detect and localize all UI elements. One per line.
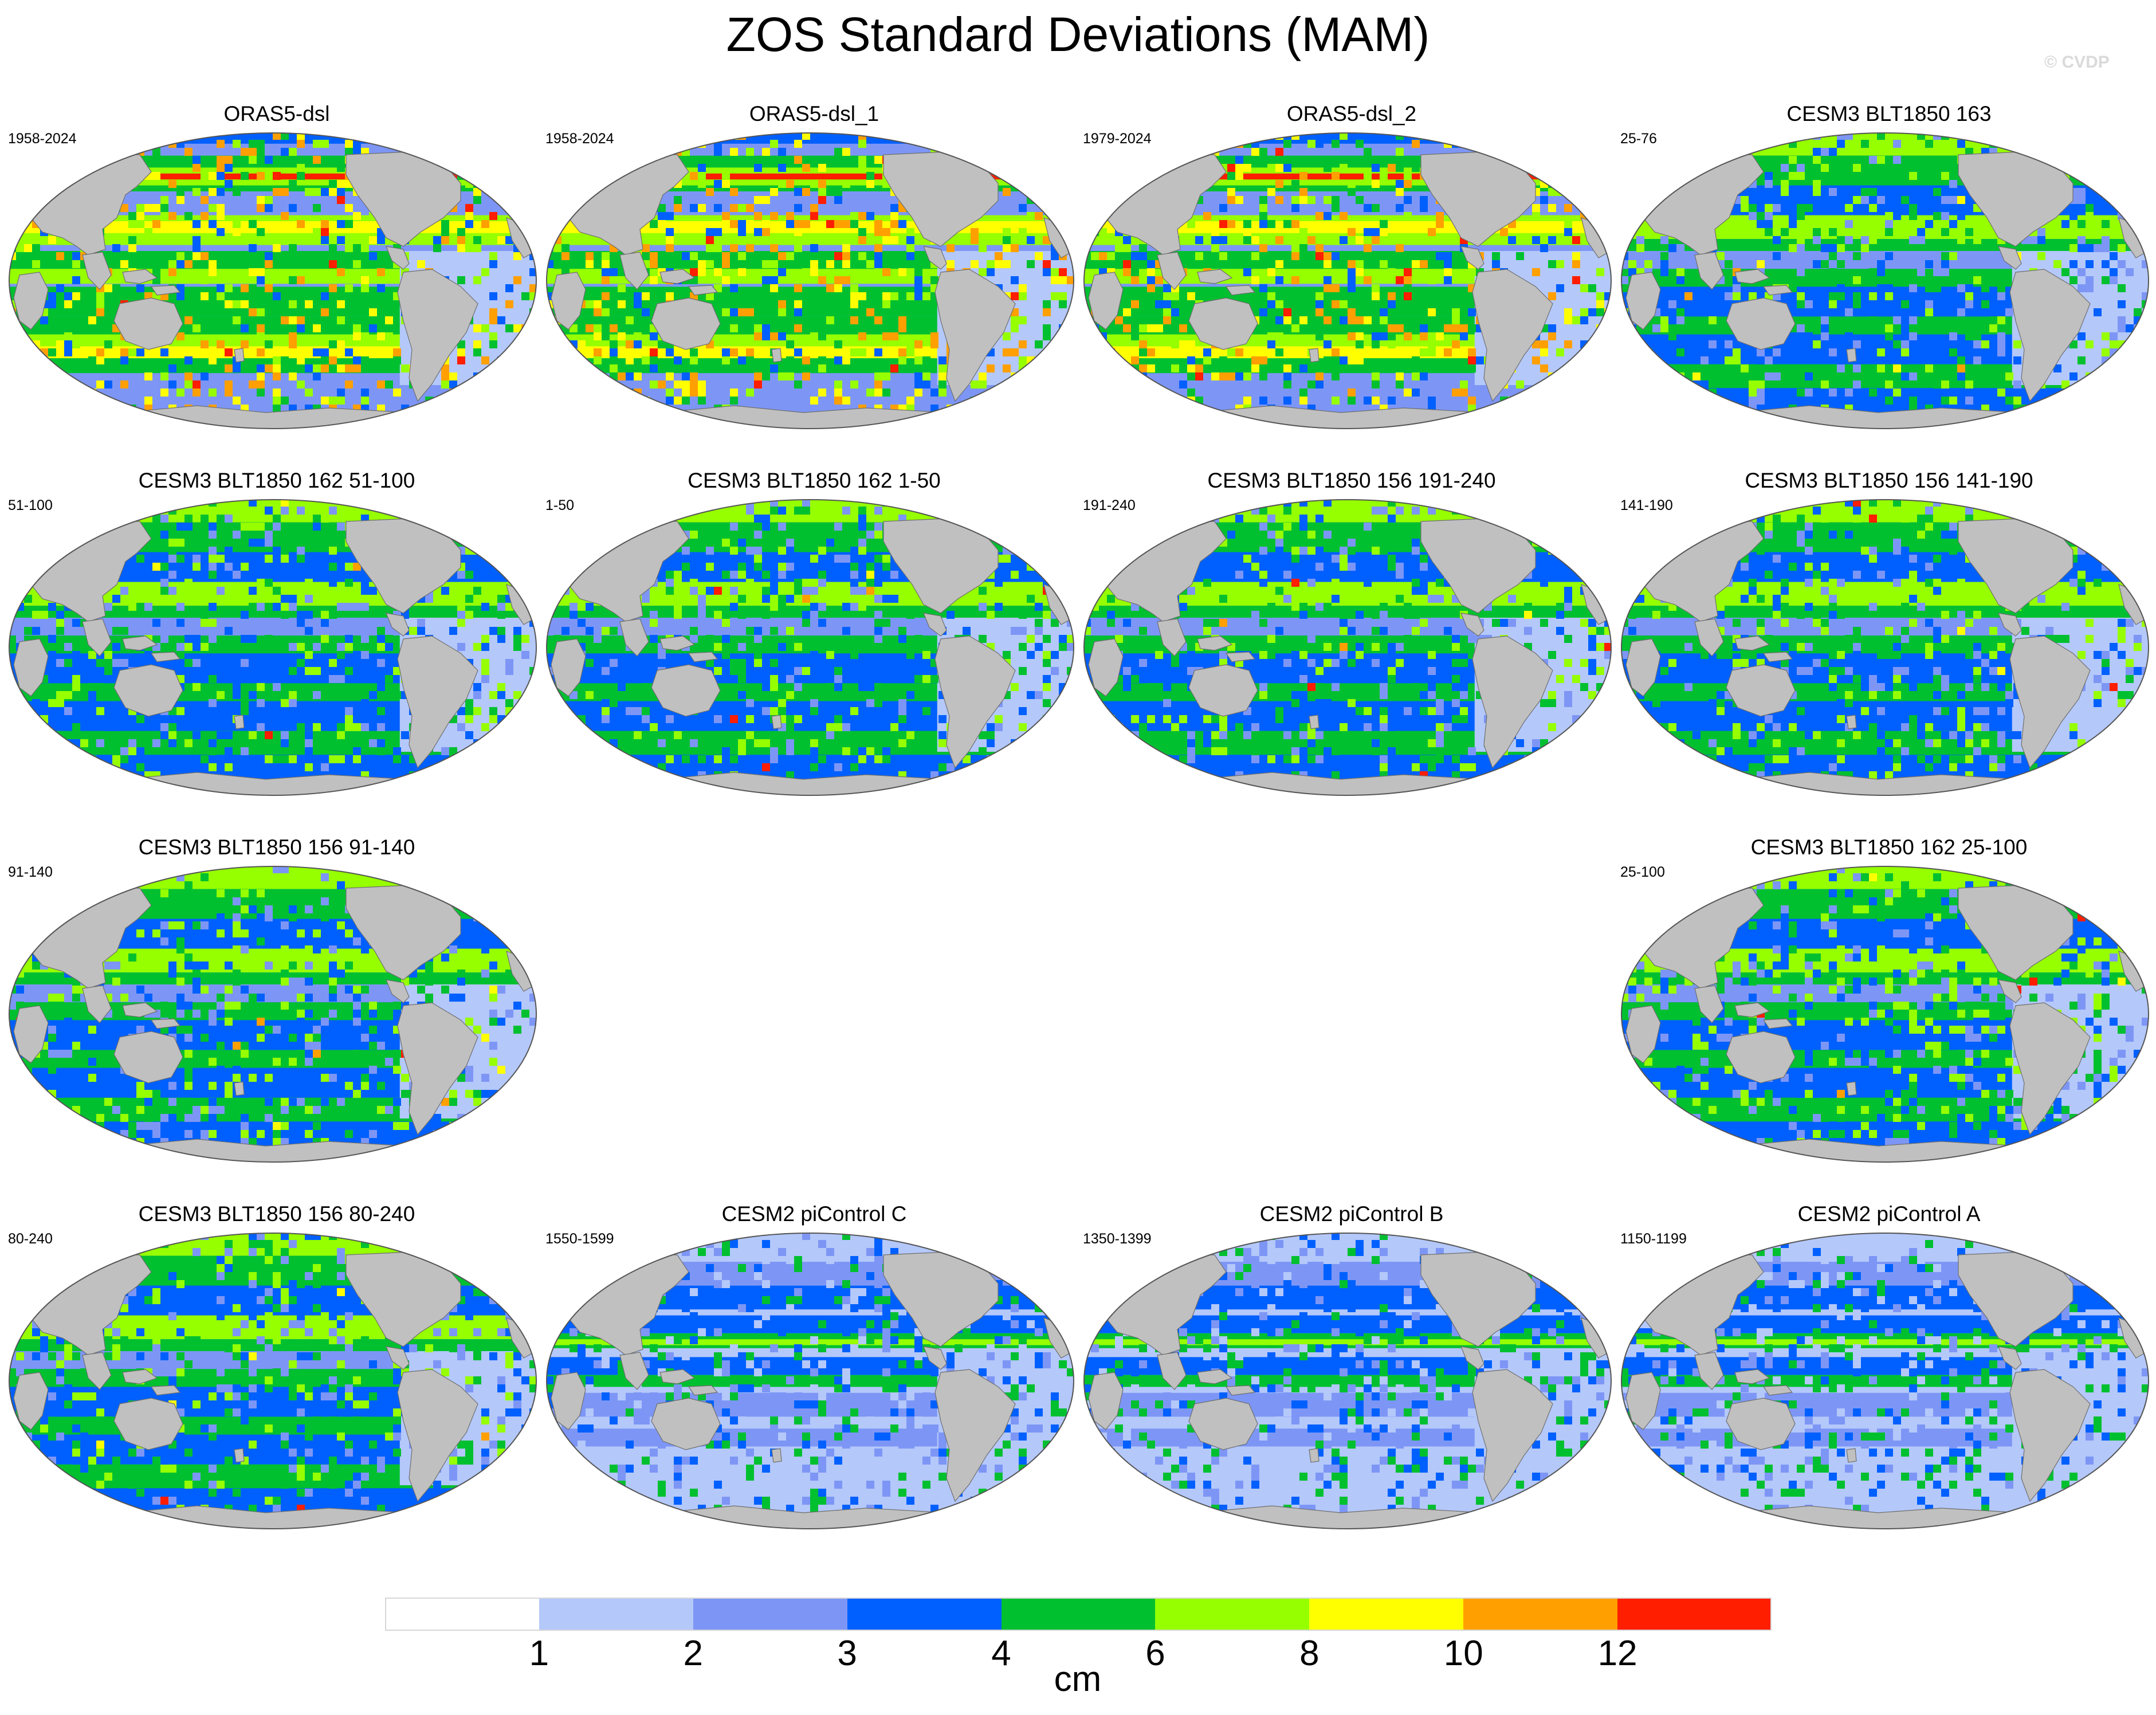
- map-panel: CESM2 piControl C 1550-1599: [545, 1202, 1083, 1557]
- colorbar-segment: [1463, 1598, 1618, 1631]
- colorbar-unit-label: cm: [1054, 1659, 1102, 1699]
- colorbar-segment: [1309, 1598, 1464, 1631]
- colorbar-tick-label: 8: [1299, 1634, 1319, 1673]
- colorbar-tick-label: 4: [991, 1634, 1011, 1673]
- panel-year-range: 141-190: [1620, 497, 1673, 513]
- colorbar-tick-label: 10: [1443, 1634, 1483, 1673]
- panel-title: CESM3 BLT1850 162 25-100: [1750, 835, 2028, 859]
- map-panel: CESM3 BLT1850 162 51-100 51-100: [8, 469, 545, 824]
- panel-year-range: 1958-2024: [8, 131, 77, 147]
- map-image: [8, 1232, 537, 1533]
- panel-title: CESM2 piControl B: [1259, 1202, 1444, 1226]
- map-image: [545, 1232, 1075, 1533]
- colorbar-tick-label: 6: [1145, 1634, 1165, 1673]
- panel-year-range: 1550-1599: [545, 1231, 614, 1247]
- map-panel: CESM3 BLT1850 156 91-140 91-140: [8, 835, 545, 1191]
- colorbar-segment: [1617, 1598, 1772, 1631]
- panel-title: CESM2 piControl A: [1797, 1202, 1981, 1226]
- map-image: [1083, 499, 1612, 799]
- panel-title: CESM3 BLT1850 156 141-190: [1745, 469, 2033, 492]
- panel-year-range: 191-240: [1083, 497, 1136, 513]
- panel-year-range: 91-140: [8, 864, 53, 880]
- map-panel: ORAS5-dsl_1 1958-2024: [545, 102, 1083, 457]
- map-image: [545, 499, 1075, 799]
- colorbar-segment: [539, 1598, 694, 1631]
- colorbar-segment: [1155, 1598, 1310, 1631]
- map-panel: CESM3 BLT1850 156 141-190 141-190: [1620, 469, 2156, 824]
- panel-title: CESM3 BLT1850 162 1-50: [688, 469, 941, 492]
- map-image: [1083, 1232, 1612, 1533]
- panel-title: ORAS5-dsl: [223, 102, 330, 125]
- panel-title: CESM3 BLT1850 156 80-240: [138, 1202, 415, 1226]
- panel-year-range: 51-100: [8, 497, 53, 513]
- panel-title: CESM3 BLT1850 156 191-240: [1207, 469, 1496, 492]
- panel-title: CESM2 piControl C: [721, 1202, 907, 1226]
- page-title: ZOS Standard Deviations (MAM): [726, 7, 1430, 61]
- colorbar-tick-label: 3: [837, 1634, 857, 1673]
- panel-year-range: 1979-2024: [1083, 131, 1152, 147]
- map-image: [545, 132, 1075, 433]
- map-panel: ORAS5-dsl 1958-2024: [8, 102, 545, 457]
- map-panel: CESM3 BLT1850 162 25-100 25-100: [1620, 835, 2156, 1191]
- map-image: [1620, 1232, 2150, 1533]
- map-panel: ORAS5-dsl_2 1979-2024: [1083, 102, 1620, 457]
- panel-year-range: 1958-2024: [545, 131, 614, 147]
- panel-year-range: 1350-1399: [1083, 1231, 1152, 1247]
- panel-year-range: 1-50: [545, 497, 575, 513]
- panel-year-range: 25-100: [1620, 864, 1665, 880]
- map-image: [1083, 132, 1612, 433]
- colorbar-segment: [1001, 1598, 1156, 1631]
- colorbar: [385, 1598, 1772, 1631]
- panel-year-range: 25-76: [1620, 131, 1657, 147]
- map-image: [8, 499, 537, 799]
- colorbar-segment: [847, 1598, 1002, 1631]
- map-panel: CESM3 BLT1850 162 1-50 1-50: [545, 469, 1083, 824]
- map-image: [8, 132, 537, 433]
- map-image: [1620, 865, 2150, 1166]
- panel-year-range: 80-240: [8, 1231, 53, 1247]
- map-image: [8, 865, 537, 1166]
- colorbar-segment: [693, 1598, 848, 1631]
- map-panel: CESM2 piControl B 1350-1399: [1083, 1202, 1620, 1557]
- colorbar-tick-label: 2: [683, 1634, 704, 1673]
- colorbar-segment: [385, 1598, 540, 1631]
- map-panel: CESM2 piControl A 1150-1199: [1620, 1202, 2156, 1557]
- panel-title: CESM3 BLT1850 156 91-140: [138, 835, 415, 859]
- panel-title: CESM3 BLT1850 162 51-100: [138, 469, 415, 492]
- map-image: [1620, 499, 2150, 799]
- panel-title: CESM3 BLT1850 163: [1786, 102, 1992, 125]
- map-panel: CESM3 BLT1850 163 25-76: [1620, 102, 2156, 457]
- colorbar-tick-label: 12: [1597, 1634, 1637, 1673]
- map-panel: CESM3 BLT1850 156 191-240 191-240: [1083, 469, 1620, 824]
- colorbar-tick-label: 1: [529, 1634, 549, 1673]
- panel-title: ORAS5-dsl_1: [749, 102, 879, 125]
- panel-title: ORAS5-dsl_2: [1286, 102, 1417, 125]
- watermark: © CVDP: [2044, 53, 2110, 72]
- map-image: [1620, 132, 2150, 433]
- map-panel: CESM3 BLT1850 156 80-240 80-240: [8, 1202, 545, 1557]
- panel-year-range: 1150-1199: [1620, 1231, 1687, 1247]
